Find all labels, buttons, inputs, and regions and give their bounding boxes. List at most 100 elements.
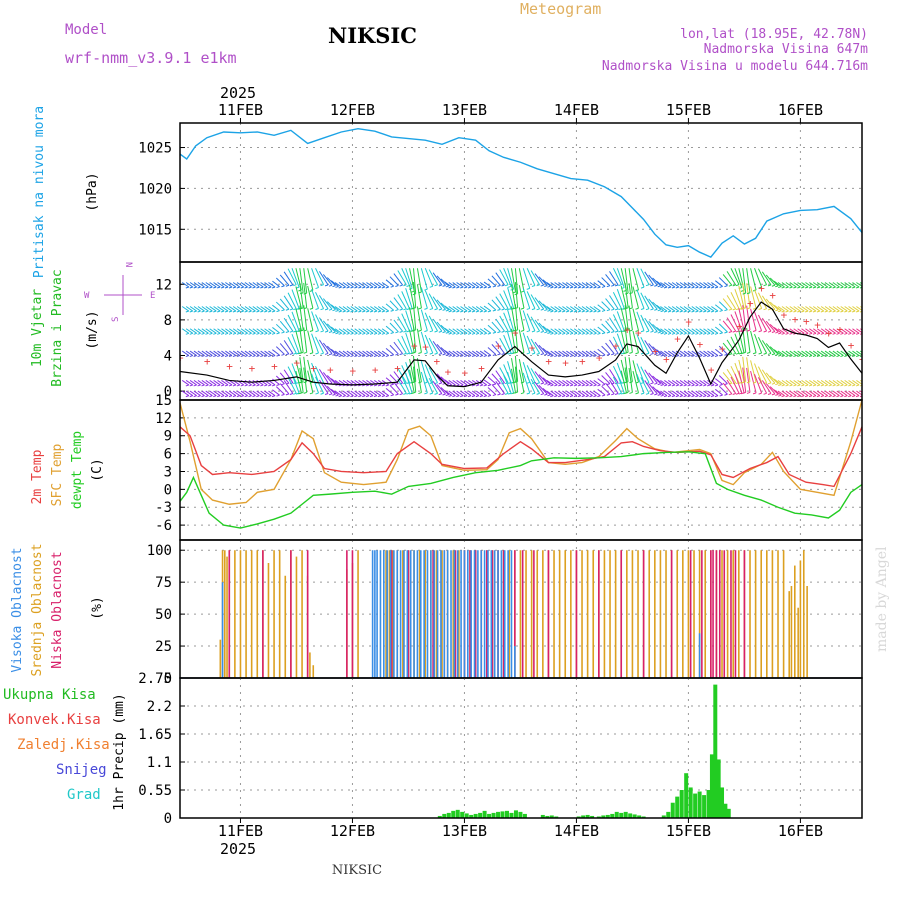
wind-arrow: [761, 271, 772, 286]
precip-bar: [455, 809, 460, 818]
wind-arrow-head: [328, 353, 333, 356]
wind-arrow: [514, 281, 519, 308]
wind-arrow: [522, 372, 531, 394]
wind-arrow: [757, 268, 768, 285]
wind-arrow: [820, 328, 829, 334]
wind-arrow: [816, 380, 825, 386]
wind-arrow-head: [550, 310, 554, 313]
wind-arrow: [518, 285, 525, 309]
wind-arrow-head: [804, 355, 809, 358]
wind-arrow-head: [706, 355, 711, 358]
wind-arrow: [530, 294, 541, 310]
wind-arrow: [714, 280, 723, 287]
wind-arrow: [852, 282, 860, 288]
wind-arrow-head: [660, 332, 664, 335]
wind-arrow: [315, 365, 325, 383]
wind-arrow: [546, 328, 554, 334]
wind-arrow-head: [569, 355, 574, 358]
wind-arrow-head: [276, 310, 280, 313]
wind-arrow-head: [276, 286, 280, 289]
wind-arrow: [797, 306, 805, 312]
wind-arrow-head: [654, 353, 658, 356]
precip-bar: [601, 815, 606, 818]
wind-arrow: [366, 350, 374, 356]
wind-arrow-head: [350, 286, 354, 289]
wind-arrow-head: [645, 284, 650, 287]
wind-arrow-head: [554, 332, 558, 335]
wind-arrow-head: [309, 392, 314, 395]
wind-arrow-head: [687, 384, 691, 387]
wind-arrow: [793, 380, 801, 386]
wind-arrow-head: [217, 355, 221, 358]
wind-arrow: [640, 337, 650, 354]
wind-arrow: [377, 380, 386, 386]
wind-arrow-head: [832, 395, 836, 398]
wind-arrow: [742, 268, 747, 294]
wind-arrow: [475, 282, 484, 288]
wind-arrow-head: [475, 332, 480, 335]
wind-arrow-head: [629, 351, 633, 354]
wind-arrow: [664, 306, 672, 312]
wind-arrow-head: [267, 384, 272, 387]
wind-arrow-head: [434, 284, 438, 287]
wind-arrow-head: [412, 307, 416, 310]
wind-arrow: [660, 306, 668, 312]
wind-arrow-head: [544, 382, 548, 385]
wind-arrow: [836, 306, 844, 312]
wind-arrow: [550, 380, 558, 386]
wind-arrow-head: [797, 395, 801, 398]
wind-arrow: [750, 308, 757, 331]
wind-arrow: [448, 282, 456, 288]
station-title: NIKSIC: [328, 23, 417, 48]
precip-bar: [496, 811, 501, 818]
wind-arrow-head: [657, 393, 661, 396]
wind-arrow-head: [463, 332, 468, 335]
wind-arrow-head: [467, 395, 472, 398]
wind-arrow: [416, 328, 422, 353]
wind-arrow-head: [544, 353, 548, 356]
wind-arrow: [279, 372, 290, 384]
wind-arrow: [738, 308, 745, 331]
wind-arrow-head: [581, 384, 585, 387]
wind-arrow: [612, 376, 622, 394]
precip-bar: [632, 814, 637, 818]
wind-arrow: [472, 306, 480, 312]
wind-arrow: [495, 318, 505, 332]
wind-arrow: [844, 306, 852, 312]
wind-arrow: [452, 328, 460, 334]
wind-arrow: [499, 315, 509, 332]
wind-arrow: [495, 370, 505, 384]
wind-arrow-head: [695, 310, 699, 313]
wind-gust-marker: +: [708, 364, 715, 377]
wind-arrow: [197, 350, 205, 356]
wind-arrow-head: [840, 395, 844, 398]
wind-arrow: [350, 350, 358, 356]
wind-arrow-head: [271, 332, 276, 335]
wind-arrow-head: [424, 307, 428, 310]
wind-arrow-head: [293, 352, 297, 355]
wind-arrow: [424, 312, 434, 332]
wind-arrow: [601, 345, 611, 355]
wind-arrow: [366, 328, 374, 334]
wind-arrow: [722, 274, 733, 286]
wind-arrow-head: [589, 310, 593, 313]
wind-arrow: [354, 350, 362, 356]
wind-arrow: [213, 380, 221, 386]
wind-arrow: [307, 285, 314, 309]
wind-arrow: [236, 328, 244, 334]
wind-arrow: [785, 282, 793, 288]
wind-arrow: [683, 350, 691, 356]
wind-arrow: [824, 306, 832, 312]
wind-arrow: [287, 268, 297, 285]
wind-arrow: [205, 328, 213, 334]
wind-arrow: [593, 306, 601, 312]
wind-arrow: [609, 271, 619, 286]
wind-arrow-head: [789, 384, 793, 387]
wind-arrow-head: [281, 393, 285, 396]
wind-arrow-head: [209, 332, 213, 335]
wind-arrow-head: [460, 310, 464, 313]
wind-arrow: [679, 282, 687, 288]
wind-arrow: [272, 389, 280, 396]
wind-arrow: [456, 350, 464, 356]
wind-arrow-head: [460, 384, 464, 387]
